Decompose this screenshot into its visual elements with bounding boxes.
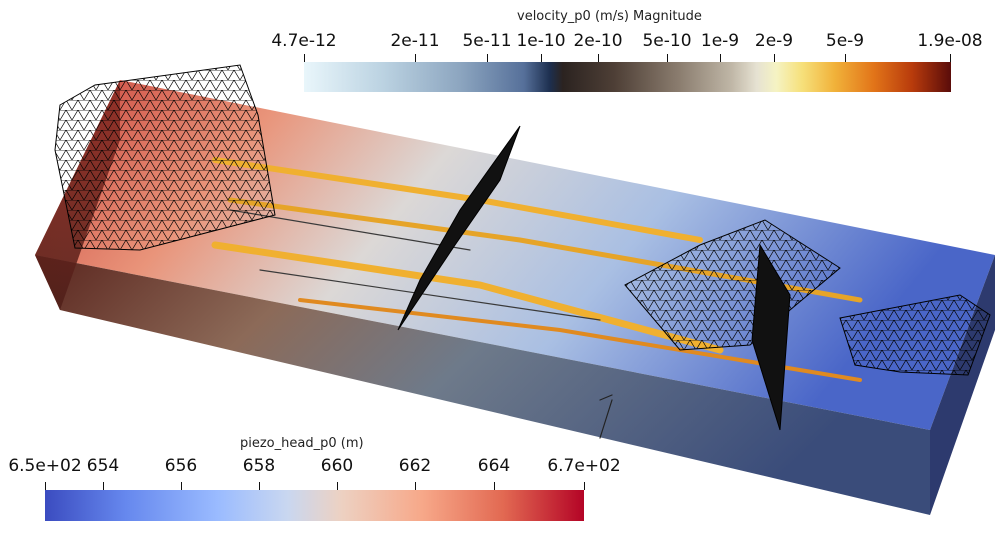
head-legend-title: piezo_head_p0 (m) <box>240 436 364 451</box>
velocity-tick-label: 5e-10 <box>642 31 692 51</box>
velocity-tick-mark <box>304 54 305 62</box>
head-tick-mark <box>103 482 104 490</box>
velocity-tick-label: 5e-11 <box>462 31 512 51</box>
velocity-tick-label: 2e-11 <box>390 31 440 51</box>
velocity-color-legend: velocity_p0 (m/s) Magnitude 4.7e-12 2e-1… <box>0 0 1005 100</box>
head-tick-label: 6.5e+02 <box>8 456 82 476</box>
velocity-tick-mark <box>720 54 721 62</box>
fracture-mesh-left <box>54 64 276 251</box>
velocity-tick-label: 1e-10 <box>516 31 566 51</box>
velocity-tick-mark <box>667 54 668 62</box>
velocity-tick-label: 1e-9 <box>700 31 740 51</box>
head-tick-mark <box>181 482 182 490</box>
fracture-mesh-right-c <box>839 294 991 376</box>
head-tick-mark <box>45 482 46 490</box>
block-front-face <box>35 255 930 515</box>
velocity-tick-mark <box>598 54 599 62</box>
fracture-mesh-right-a <box>624 219 841 351</box>
fracture-mesh-right-b <box>751 243 791 431</box>
head-tick-label: 6.7e+02 <box>547 456 621 476</box>
velocity-tick-label: 4.7e-12 <box>271 31 337 51</box>
head-tick-mark <box>494 482 495 490</box>
velocity-tick-mark <box>487 54 488 62</box>
head-tick-label: 654 <box>86 456 120 476</box>
head-tick-mark <box>337 482 338 490</box>
piezo-head-color-legend: piezo_head_p0 (m) 6.5e+02 654 656 658 66… <box>0 430 640 530</box>
head-tick-mark <box>259 482 260 490</box>
velocity-tick-label: 2e-10 <box>573 31 623 51</box>
velocity-tick-mark <box>415 54 416 62</box>
head-colorbar <box>45 490 584 521</box>
velocity-tick-label: 5e-9 <box>825 31 865 51</box>
head-tick-label: 660 <box>320 456 354 476</box>
velocity-legend-title: velocity_p0 (m/s) Magnitude <box>517 9 702 24</box>
head-tick-label: 658 <box>242 456 276 476</box>
velocity-tick-label: 2e-9 <box>754 31 794 51</box>
head-tick-label: 656 <box>164 456 198 476</box>
velocity-tick-mark <box>845 54 846 62</box>
velocity-tick-mark <box>774 54 775 62</box>
head-tick-label: 662 <box>398 456 432 476</box>
head-tick-mark <box>415 482 416 490</box>
velocity-tick-mark <box>541 54 542 62</box>
velocity-colorbar <box>304 62 951 92</box>
head-tick-mark <box>584 482 585 490</box>
head-tick-label: 664 <box>477 456 511 476</box>
fracture-mesh-center <box>397 125 521 331</box>
velocity-tick-label: 1.9e-08 <box>917 31 983 51</box>
velocity-tick-mark <box>950 54 951 62</box>
